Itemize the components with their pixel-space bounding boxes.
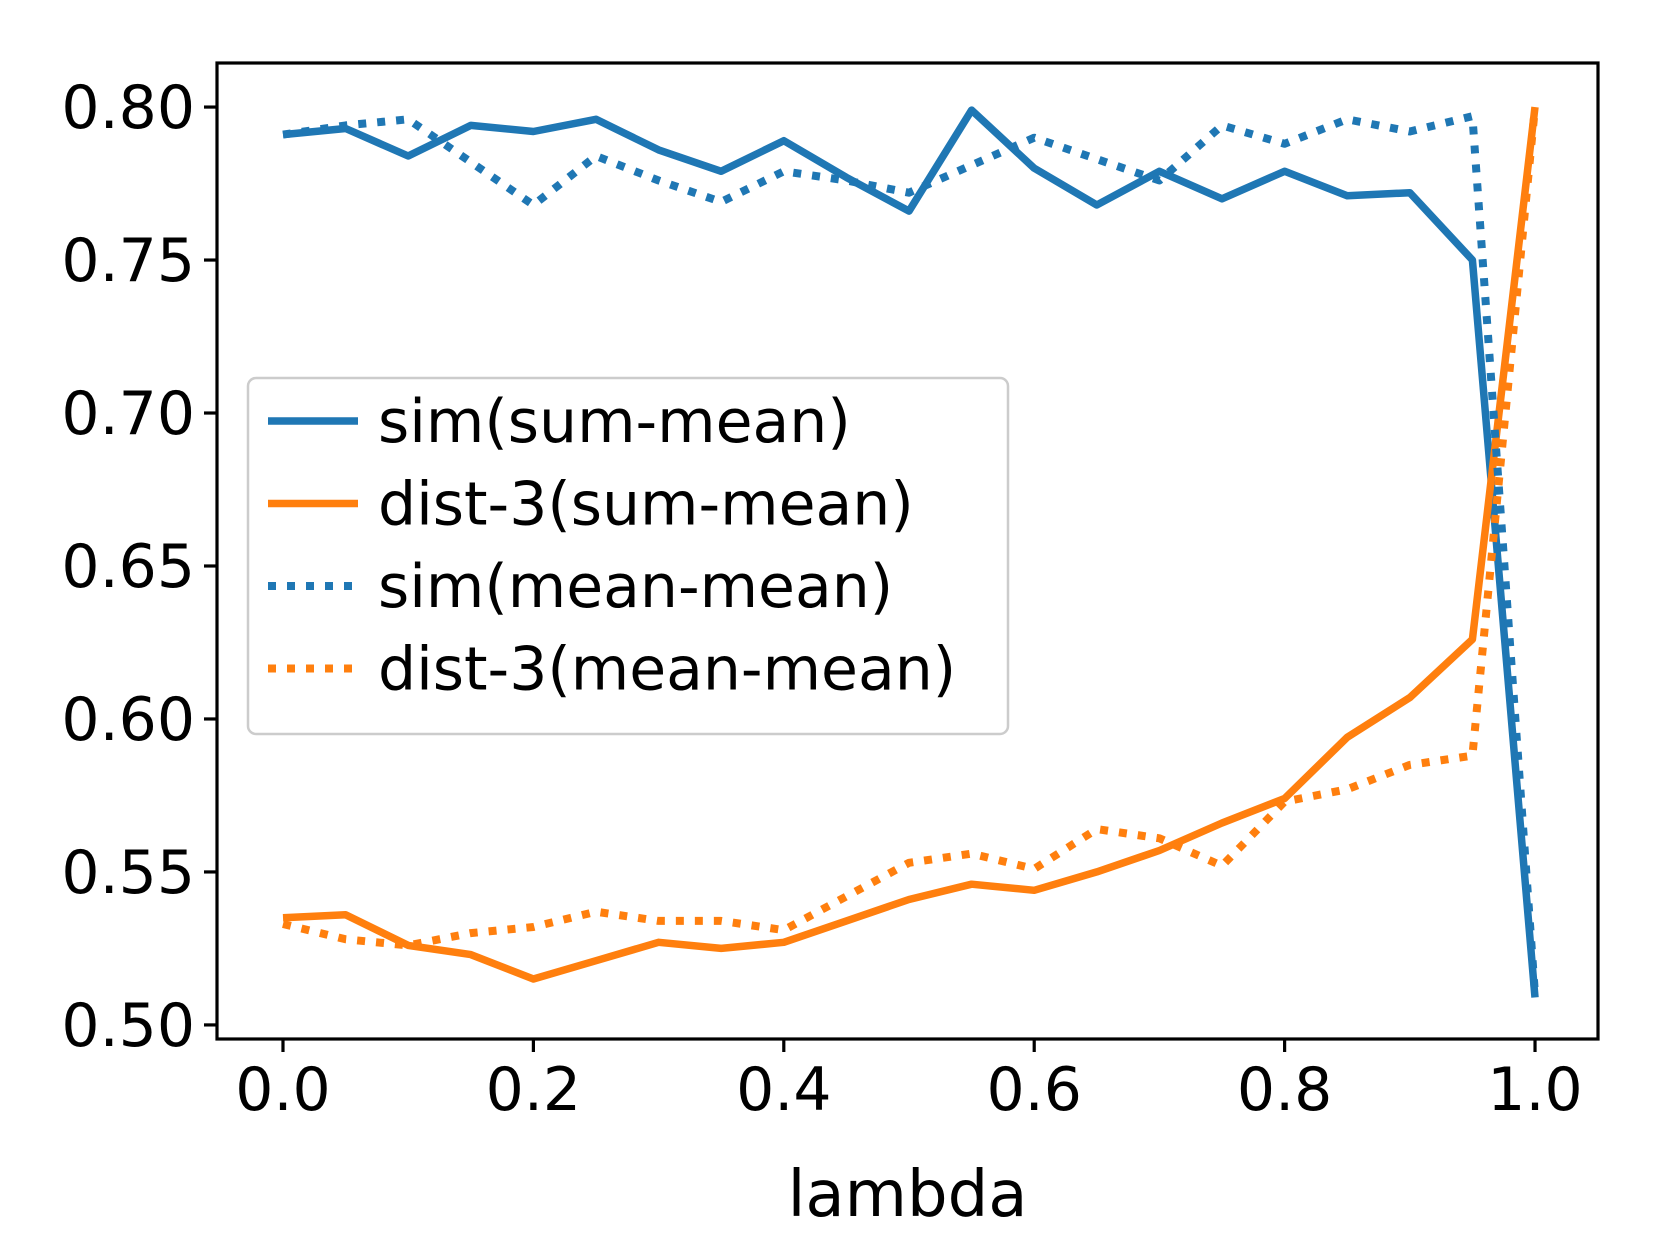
x-tick-label: 0.8 xyxy=(1237,1055,1332,1125)
x-tick-label: 0.0 xyxy=(235,1055,330,1125)
legend-label: dist-3(sum-mean) xyxy=(378,470,914,540)
y-tick-label: 0.75 xyxy=(61,226,195,296)
series-line-3 xyxy=(282,106,1539,950)
y-tick-label: 0.60 xyxy=(61,685,195,755)
y-tick-label: 0.70 xyxy=(61,379,195,449)
series-line-1 xyxy=(282,106,1539,983)
y-tick-label: 0.65 xyxy=(61,532,195,602)
axes-spines xyxy=(215,61,1600,1041)
legend-label: sim(sum-mean) xyxy=(378,387,851,457)
legend-label: dist-3(mean-mean) xyxy=(378,635,956,705)
series-line-2 xyxy=(282,112,1539,995)
x-tick-label: 0.2 xyxy=(486,1055,581,1125)
x-axis-label: lambda xyxy=(788,1158,1028,1232)
y-tick-label: 0.80 xyxy=(61,73,195,143)
y-tick-label: 0.55 xyxy=(61,838,195,908)
legend-box xyxy=(246,376,1010,736)
x-tick-label: 0.4 xyxy=(736,1055,831,1125)
legend-label: sim(mean-mean) xyxy=(378,552,893,622)
y-tick-label: 0.50 xyxy=(61,991,195,1061)
x-tick-label: 0.6 xyxy=(986,1055,1081,1125)
series-line-0 xyxy=(282,106,1539,998)
x-tick-label: 1.0 xyxy=(1487,1055,1582,1125)
